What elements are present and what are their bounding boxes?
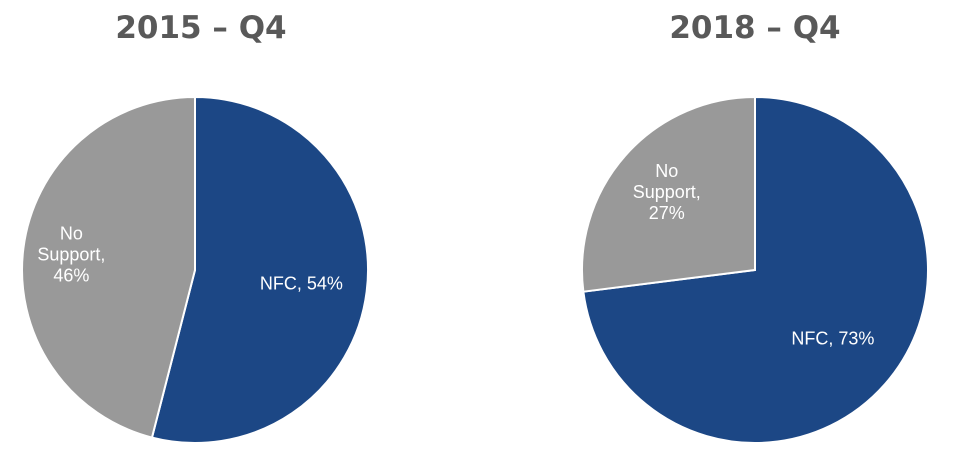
- data-label-line: NFC, 54%: [260, 273, 343, 293]
- data-label-line: No: [655, 161, 678, 181]
- data-label-line: Support,: [37, 244, 105, 264]
- data-label-no-support: No Support, 27%: [633, 161, 701, 223]
- data-label-line: 27%: [649, 203, 685, 223]
- data-label-line: 46%: [53, 265, 89, 285]
- data-label-line: No: [60, 223, 83, 243]
- pie-1: NFC, 73% No Support, 27%: [580, 95, 929, 444]
- chart-title-2018-q4: 2018 – Q4: [669, 10, 841, 46]
- pie-slice-no-support: [21, 95, 196, 439]
- data-label-line: Support,: [633, 182, 701, 202]
- pie-slice-nfc: [150, 95, 370, 444]
- pie-slice-no-support: [580, 95, 756, 293]
- data-label-nfc: NFC, 73%: [791, 329, 874, 349]
- data-label-no-support: No Support, 46%: [37, 223, 105, 285]
- pie-0: NFC, 54% No Support, 46%: [21, 95, 370, 444]
- chart-title-2015-q4: 2015 – Q4: [115, 10, 287, 46]
- data-label-line: NFC, 73%: [791, 329, 874, 349]
- data-label-nfc: NFC, 54%: [260, 273, 343, 293]
